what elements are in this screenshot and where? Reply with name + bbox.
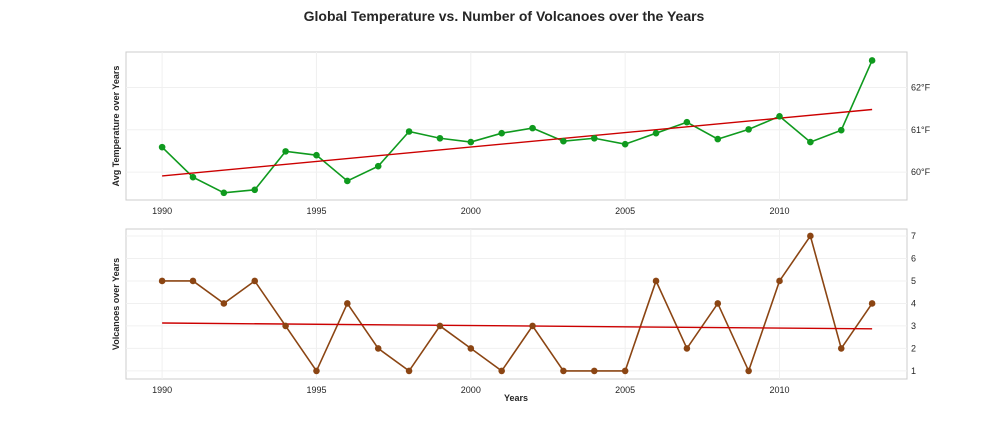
top-data-point — [837, 126, 845, 134]
top-data-point — [282, 148, 289, 155]
bottom-ytick-label: 4 — [911, 298, 916, 308]
bottom-ytick-label: 7 — [911, 231, 916, 241]
top-data-point — [560, 137, 567, 145]
top-data-point — [313, 151, 320, 159]
bottom-data-point — [220, 300, 228, 307]
bottom-data-point — [405, 367, 413, 375]
bottom-ytick-label: 5 — [911, 276, 916, 286]
bottom-data-point — [714, 300, 722, 307]
top-data-point — [251, 186, 259, 194]
bottom-data-point — [868, 300, 876, 307]
bottom-data-point — [313, 367, 320, 375]
bottom-data-point — [621, 367, 629, 375]
top-data-point — [189, 173, 197, 181]
top-data-point — [652, 129, 660, 137]
bottom-data-point — [807, 232, 814, 240]
bottom-data-point — [745, 367, 752, 375]
bottom-data-point — [282, 322, 289, 330]
top-xtick-label: 2000 — [461, 206, 481, 216]
top-data-point — [714, 135, 722, 143]
top-data-point — [436, 134, 444, 142]
bottom-data-point — [776, 277, 783, 285]
top-ytick-label: 62°F — [911, 83, 931, 93]
bottom-data-point — [529, 322, 536, 330]
top-data-point — [776, 112, 783, 120]
top-xtick-label: 1990 — [152, 206, 172, 216]
top-ytick-label: 60°F — [911, 167, 931, 177]
bottom-xtick-label: 2000 — [461, 385, 481, 395]
top-xtick-label: 2005 — [615, 206, 635, 216]
bottom-data-point — [467, 345, 475, 352]
bottom-xtick-label: 1995 — [306, 385, 326, 395]
bottom-xtick-label: 2010 — [769, 385, 789, 395]
top-data-point — [745, 126, 752, 133]
bottom-data-point — [560, 367, 567, 375]
top-data-point — [621, 140, 629, 148]
top-data-point — [807, 138, 814, 146]
top-trend-line — [162, 108, 873, 177]
bottom-data-point — [683, 345, 691, 352]
bottom-ytick-label: 3 — [911, 321, 916, 331]
bottom-ylabel: Volcanoes over Years — [111, 258, 121, 350]
top-xtick-label: 2010 — [769, 206, 789, 216]
top-ylabel: Avg Temperature over Years — [111, 66, 121, 187]
bottom-ytick-label: 2 — [911, 343, 916, 353]
top-data-point — [868, 57, 876, 64]
bottom-data-point — [436, 322, 444, 330]
chart-title: Global Temperature vs. Number of Volcano… — [304, 8, 705, 24]
bottom-data-point — [344, 300, 351, 307]
bottom-xlabel: Years — [504, 393, 528, 403]
top-data-point — [590, 134, 598, 142]
bottom-ytick-label: 1 — [911, 366, 916, 376]
bottom-data-point — [837, 345, 845, 352]
top-data-point — [683, 118, 691, 126]
top-data-point — [158, 143, 166, 151]
top-data-point — [344, 177, 351, 185]
bottom-data-point — [498, 367, 505, 375]
top-data-point — [529, 124, 536, 132]
bottom-data-point — [374, 345, 382, 352]
top-data-point — [374, 162, 382, 170]
top-xtick-label: 1995 — [306, 206, 326, 216]
top-plot-area — [125, 51, 908, 201]
bottom-series-line — [162, 234, 873, 374]
bottom-ytick-label: 6 — [911, 253, 916, 263]
bottom-xtick-label: 2005 — [615, 385, 635, 395]
bottom-data-point — [189, 277, 197, 285]
bottom-data-point — [652, 277, 660, 285]
top-data-point — [220, 189, 228, 197]
bottom-data-point — [158, 277, 166, 285]
top-data-point — [467, 138, 475, 146]
bottom-trend-line — [162, 322, 873, 330]
top-data-point — [498, 129, 505, 137]
bottom-plot-area — [125, 228, 908, 380]
top-ytick-label: 61°F — [911, 125, 931, 135]
bottom-data-point — [590, 367, 598, 375]
bottom-data-point — [251, 277, 259, 285]
bottom-xtick-label: 1990 — [152, 385, 172, 395]
top-series-line — [161, 60, 873, 194]
top-data-point — [405, 128, 413, 135]
